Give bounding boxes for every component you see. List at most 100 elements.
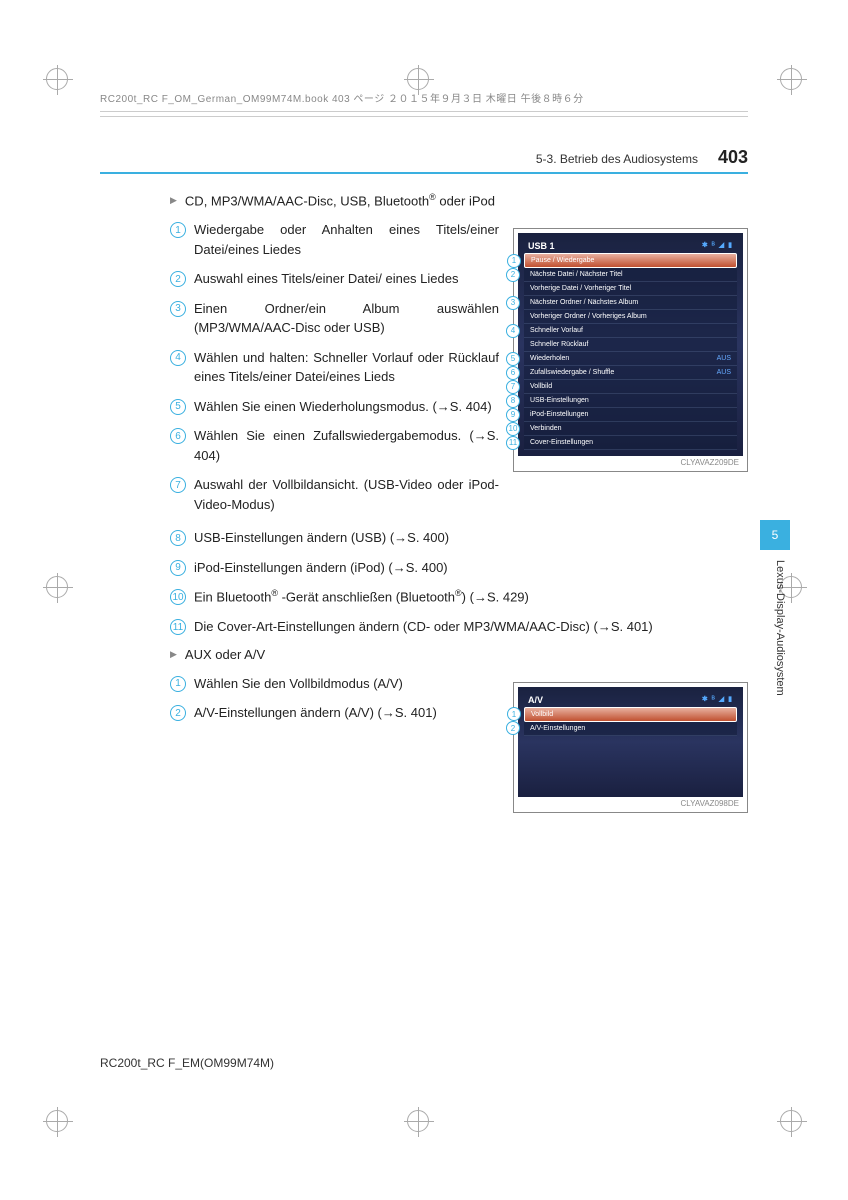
list-item: 10 Ein Bluetooth® -Gerät anschließen (Blu… bbox=[170, 587, 748, 607]
footer: RC200t_RC F_EM(OM99M74M) bbox=[100, 1056, 274, 1070]
chapter-label: Lexus-Display-Audiosystem bbox=[774, 560, 786, 696]
row-marker: 2 bbox=[506, 268, 520, 282]
meta-rule bbox=[100, 111, 748, 117]
item-number: 10 bbox=[170, 589, 186, 605]
screenshot-usb: USB 1 ✱ ᴮ ◢ ▮ Pause / Wiedergabe1Nächste… bbox=[513, 228, 748, 472]
menu-label: Nächster Ordner / Nächstes Album bbox=[530, 299, 638, 306]
crop-mark bbox=[780, 68, 802, 90]
list-item: 9 iPod-Einstellungen ändern (iPod) (→S. 4… bbox=[170, 558, 748, 578]
menu-row[interactable]: Schneller Vorlauf4 bbox=[524, 324, 737, 338]
subsection-heading-2: ▶ AUX oder A/V bbox=[170, 647, 748, 662]
item-text: iPod-Einstellungen ändern (iPod) (→S. 40… bbox=[194, 558, 748, 578]
menu-row[interactable]: Verbinden10 bbox=[524, 422, 737, 436]
screenshot-col-2: A/V ✱ ᴮ ◢ ▮ Vollbild1A/V-Einstellungen2 … bbox=[513, 674, 748, 813]
list-item: 8 USB-Einstellungen ändern (USB) (→S. 400… bbox=[170, 528, 748, 548]
menu-label: Pause / Wiedergabe bbox=[531, 257, 594, 264]
list-item: 4Wählen und halten: Schneller Vorlauf od… bbox=[170, 348, 499, 387]
screenshot-col-1: USB 1 ✱ ᴮ ◢ ▮ Pause / Wiedergabe1Nächste… bbox=[513, 220, 748, 524]
row-marker: 7 bbox=[506, 380, 520, 394]
crop-mark bbox=[780, 1110, 802, 1132]
crop-mark bbox=[46, 1110, 68, 1132]
list-item: 1 Wiedergabe oder Anhalten eines Titels/e… bbox=[170, 220, 499, 259]
menu-row[interactable]: Vollbild1 bbox=[524, 707, 737, 722]
content-columns: 1 Wiedergabe oder Anhalten eines Titels/e… bbox=[170, 220, 748, 524]
menu-value: AUS bbox=[717, 369, 731, 376]
item-number: 5 bbox=[170, 399, 186, 415]
menu-row[interactable]: A/V-Einstellungen2 bbox=[524, 722, 737, 736]
menu-row[interactable]: iPod-Einstellungen9 bbox=[524, 408, 737, 422]
menu-row[interactable]: Vollbild7 bbox=[524, 380, 737, 394]
status-icons: ✱ ᴮ ◢ ▮ bbox=[702, 695, 733, 705]
menu-row[interactable]: Schneller Rücklauf bbox=[524, 338, 737, 352]
crop-mark bbox=[46, 68, 68, 90]
item-text: Wählen Sie einen Wiederholungsmodus. (→S… bbox=[194, 397, 499, 417]
item-text: USB-Einstellungen ändern (USB) (→S. 400) bbox=[194, 528, 748, 548]
menu-row[interactable]: WiederholenAUS5 bbox=[524, 352, 737, 366]
item-list-1: 1 Wiedergabe oder Anhalten eines Titels/e… bbox=[170, 220, 499, 524]
row-marker: 3 bbox=[506, 296, 520, 310]
row-marker: 11 bbox=[506, 436, 520, 450]
row-marker: 5 bbox=[506, 352, 520, 366]
menu-row[interactable]: Cover-Einstellungen11 bbox=[524, 436, 737, 450]
menu-label: USB-Einstellungen bbox=[530, 397, 589, 404]
screen-title: USB 1 ✱ ᴮ ◢ ▮ bbox=[524, 239, 737, 253]
menu-label: Vorheriger Ordner / Vorheriges Album bbox=[530, 313, 647, 320]
row-marker: 2 bbox=[506, 721, 520, 735]
triangle-icon: ▶ bbox=[170, 195, 177, 206]
item-number: 6 bbox=[170, 428, 186, 444]
row-marker: 6 bbox=[506, 366, 520, 380]
screenshot-caption: CLYAVAZ209DE bbox=[518, 456, 743, 467]
item-text: Ein Bluetooth® -Gerät anschließen (Bluet… bbox=[194, 587, 748, 607]
menu-row[interactable]: USB-Einstellungen8 bbox=[524, 394, 737, 408]
menu-row[interactable]: Vorherige Datei / Vorheriger Titel bbox=[524, 282, 737, 296]
menu-value: AUS bbox=[717, 355, 731, 362]
list-item: 2 Auswahl eines Titels/einer Datei/ eines… bbox=[170, 269, 499, 289]
item-number: 4 bbox=[170, 350, 186, 366]
item-number: 11 bbox=[170, 619, 186, 635]
list-item: 3Einen Ordner/ein Album auswählen (MP3/W… bbox=[170, 299, 499, 338]
item-text: Die Cover-Art-Einstellungen ändern (CD- … bbox=[194, 617, 748, 637]
section-title: 5-3. Betrieb des Audiosystems bbox=[536, 152, 698, 166]
item-number: 9 bbox=[170, 560, 186, 576]
menu-label: iPod-Einstellungen bbox=[530, 411, 588, 418]
triangle-icon: ▶ bbox=[170, 649, 177, 660]
section-header: 5-3. Betrieb des Audiosystems 403 bbox=[100, 147, 748, 174]
crop-mark bbox=[46, 576, 68, 598]
item-number: 8 bbox=[170, 530, 186, 546]
meta-header: RC200t_RC F_OM_German_OM99M74M.book 403 … bbox=[100, 90, 748, 105]
screenshot-av: A/V ✱ ᴮ ◢ ▮ Vollbild1A/V-Einstellungen2 … bbox=[513, 682, 748, 813]
menu-label: Zufallswiedergabe / Shuffle bbox=[530, 369, 614, 376]
item-text: Auswahl eines Titels/einer Datei/ eines … bbox=[194, 269, 499, 289]
list-item: 11 Die Cover-Art-Einstellungen ändern (CD… bbox=[170, 617, 748, 637]
item-text: Wiedergabe oder Anhalten eines Titels/ei… bbox=[194, 220, 499, 259]
screenshot-caption: CLYAVAZ098DE bbox=[518, 797, 743, 808]
item-number: 2 bbox=[170, 705, 186, 721]
content-columns-2: 1Wählen Sie den Vollbildmodus (A/V)2A/V-… bbox=[170, 674, 748, 813]
item-list-2: 1Wählen Sie den Vollbildmodus (A/V) 2A/V-… bbox=[170, 674, 499, 813]
row-marker: 8 bbox=[506, 394, 520, 408]
list-item: 7Auswahl der Vollbildansicht. (USB-Video… bbox=[170, 475, 499, 514]
page-content: RC200t_RC F_OM_German_OM99M74M.book 403 … bbox=[100, 90, 748, 1100]
status-icons: ✱ ᴮ ◢ ▮ bbox=[702, 241, 733, 251]
item-text: Wählen Sie einen Zufallswiedergabemodus.… bbox=[194, 426, 499, 465]
menu-row[interactable]: Zufallswiedergabe / ShuffleAUS6 bbox=[524, 366, 737, 380]
menu-row[interactable]: Nächster Ordner / Nächstes Album3 bbox=[524, 296, 737, 310]
menu-row[interactable]: Vorheriger Ordner / Vorheriges Album bbox=[524, 310, 737, 324]
menu-row[interactable]: Pause / Wiedergabe1 bbox=[524, 253, 737, 268]
menu-label: A/V-Einstellungen bbox=[530, 725, 585, 732]
crop-mark bbox=[407, 68, 429, 90]
list-item: 1Wählen Sie den Vollbildmodus (A/V) bbox=[170, 674, 499, 694]
menu-label: Wiederholen bbox=[530, 355, 569, 362]
row-marker: 1 bbox=[507, 254, 521, 268]
menu-label: Vollbild bbox=[531, 711, 553, 718]
item-number: 1 bbox=[170, 222, 186, 238]
item-number: 2 bbox=[170, 271, 186, 287]
item-text: Wählen Sie den Vollbildmodus (A/V) bbox=[194, 674, 499, 694]
item-list-1-full: 8 USB-Einstellungen ändern (USB) (→S. 400… bbox=[170, 528, 748, 636]
row-marker: 4 bbox=[506, 324, 520, 338]
list-item: 5 Wählen Sie einen Wiederholungsmodus. (→… bbox=[170, 397, 499, 417]
menu-row[interactable]: Nächste Datei / Nächster Titel2 bbox=[524, 268, 737, 282]
list-item: 2A/V-Einstellungen ändern (A/V) (→S. 401… bbox=[170, 703, 499, 723]
crop-mark bbox=[407, 1110, 429, 1132]
page-number: 403 bbox=[718, 147, 748, 168]
